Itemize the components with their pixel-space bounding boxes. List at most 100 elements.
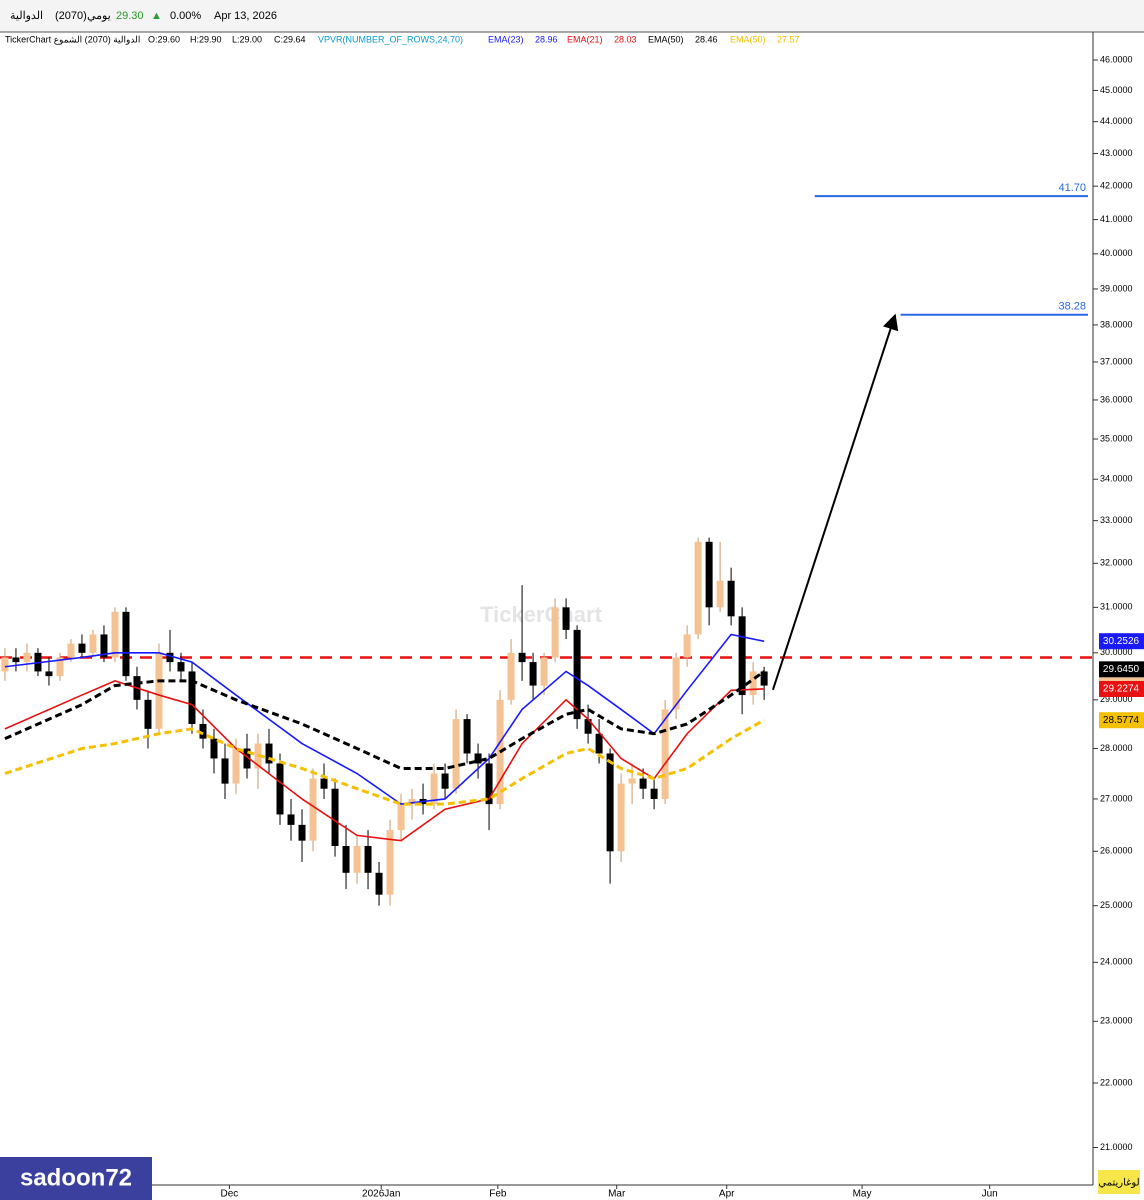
author-box [0, 1157, 152, 1200]
candle-body [705, 541, 713, 608]
scale-button-label[interactable]: لوغاريتمي [1098, 1178, 1139, 1189]
y-tick-label: 36.0000 [1100, 394, 1133, 404]
candle-body [221, 758, 229, 784]
candle-body [474, 753, 482, 764]
candle-body [320, 778, 328, 789]
period: يومي [87, 10, 111, 22]
candle-body [518, 652, 526, 663]
candle-body [166, 652, 174, 663]
candle-body [672, 657, 680, 710]
y-tick-label: 26.0000 [1100, 846, 1133, 856]
symbol-code: (2070) [55, 10, 87, 22]
candle-body [463, 719, 471, 754]
price-tag [1099, 633, 1144, 650]
candle-body [232, 748, 240, 784]
candle-body [485, 763, 493, 805]
y-tick-label: 42.0000 [1100, 181, 1133, 191]
candle-body [617, 783, 625, 852]
legend-value: 28.03 [614, 34, 637, 44]
legend-name: EMA(50) [730, 34, 766, 44]
y-tick-label: 34.0000 [1100, 474, 1133, 484]
candle-body [144, 699, 152, 729]
y-tick-label: 29.0000 [1100, 694, 1133, 704]
change: 0.00% [170, 10, 201, 22]
y-tick-label: 41.0000 [1100, 214, 1133, 224]
info-high: H:29.90 [190, 34, 222, 44]
candle-body [287, 814, 295, 825]
info-open: O:29.60 [148, 34, 180, 44]
info-source: TickerChart الدوالية (2070) الشموع [5, 34, 140, 45]
price-tag [1099, 661, 1144, 678]
candle-body [727, 580, 735, 617]
y-tick-label: 43.0000 [1100, 148, 1133, 158]
watermark: TickerChart [480, 602, 603, 627]
projection-arrow [771, 313, 899, 691]
price-tag-label: 29.2274 [1103, 684, 1140, 695]
price-tag-label: 30.2526 [1103, 636, 1140, 647]
y-tick-label: 28.0000 [1100, 743, 1133, 753]
y-tick-label: 35.0000 [1100, 433, 1133, 443]
legend-value: 28.46 [695, 34, 718, 44]
candle-body [452, 719, 460, 789]
price-tag [1099, 712, 1144, 729]
candle-body [265, 743, 273, 764]
candle-body [606, 753, 614, 852]
change-arrow: ▲ [151, 10, 162, 22]
y-tick-label: 37.0000 [1100, 356, 1133, 366]
y-tick-label: 46.0000 [1100, 54, 1133, 64]
candle-body [155, 652, 163, 729]
candle-body [749, 671, 757, 696]
info-indicator: VPVR(NUMBER_OF_ROWS,24,70) [318, 34, 463, 44]
scale-button[interactable] [1098, 1170, 1140, 1194]
y-tick-label: 38.0000 [1100, 319, 1133, 329]
candle-body [67, 643, 75, 658]
candle-body [78, 643, 86, 653]
y-tick-label: 45.0000 [1100, 85, 1133, 95]
x-tick-label: Jun [982, 1189, 998, 1200]
candle-body [683, 634, 691, 658]
candle-body [595, 733, 603, 754]
candle-body [199, 723, 207, 739]
y-tick-label: 44.0000 [1100, 116, 1133, 126]
info-close: C:29.64 [274, 34, 306, 44]
candle-body [441, 773, 449, 789]
legend-name: EMA(21) [567, 34, 603, 44]
candle-body [364, 845, 372, 873]
symbol-name: الدوالية [10, 10, 43, 22]
candle-body [628, 778, 636, 784]
candle-body [738, 616, 746, 696]
candle-body [716, 580, 724, 608]
candle-body [111, 611, 119, 658]
candle-body [540, 657, 548, 686]
candle-body [177, 662, 185, 672]
candle-body [430, 773, 438, 805]
y-tick-label: 30.0000 [1100, 647, 1133, 657]
y-tick-label: 33.0000 [1100, 515, 1133, 525]
candle-body [309, 778, 317, 841]
y-tick-label: 27.0000 [1100, 793, 1133, 803]
candle-body [573, 629, 581, 720]
candle-body [45, 671, 53, 677]
candle-body [23, 652, 31, 663]
candle-body [89, 634, 97, 653]
candle-body [342, 845, 350, 873]
candle-body [386, 830, 394, 895]
x-tick-label: 2026Jan [362, 1189, 400, 1200]
y-tick-label: 24.0000 [1100, 957, 1133, 967]
candle-body [760, 671, 768, 686]
candle-body [243, 748, 251, 769]
target-label: 38.28 [1058, 301, 1086, 313]
candle-body [100, 634, 108, 658]
price-tag-label: 29.6450 [1103, 664, 1140, 675]
candle-body [639, 778, 647, 789]
date: Apr 13, 2026 [214, 10, 277, 22]
candle-body [276, 763, 284, 815]
x-tick-label: Apr [719, 1189, 735, 1200]
y-tick-label: 32.0000 [1100, 558, 1133, 568]
candle-body [122, 611, 130, 677]
ema-line [4, 670, 765, 770]
candle-body [694, 541, 702, 635]
candle-body [298, 824, 306, 841]
candle-body [551, 607, 559, 658]
